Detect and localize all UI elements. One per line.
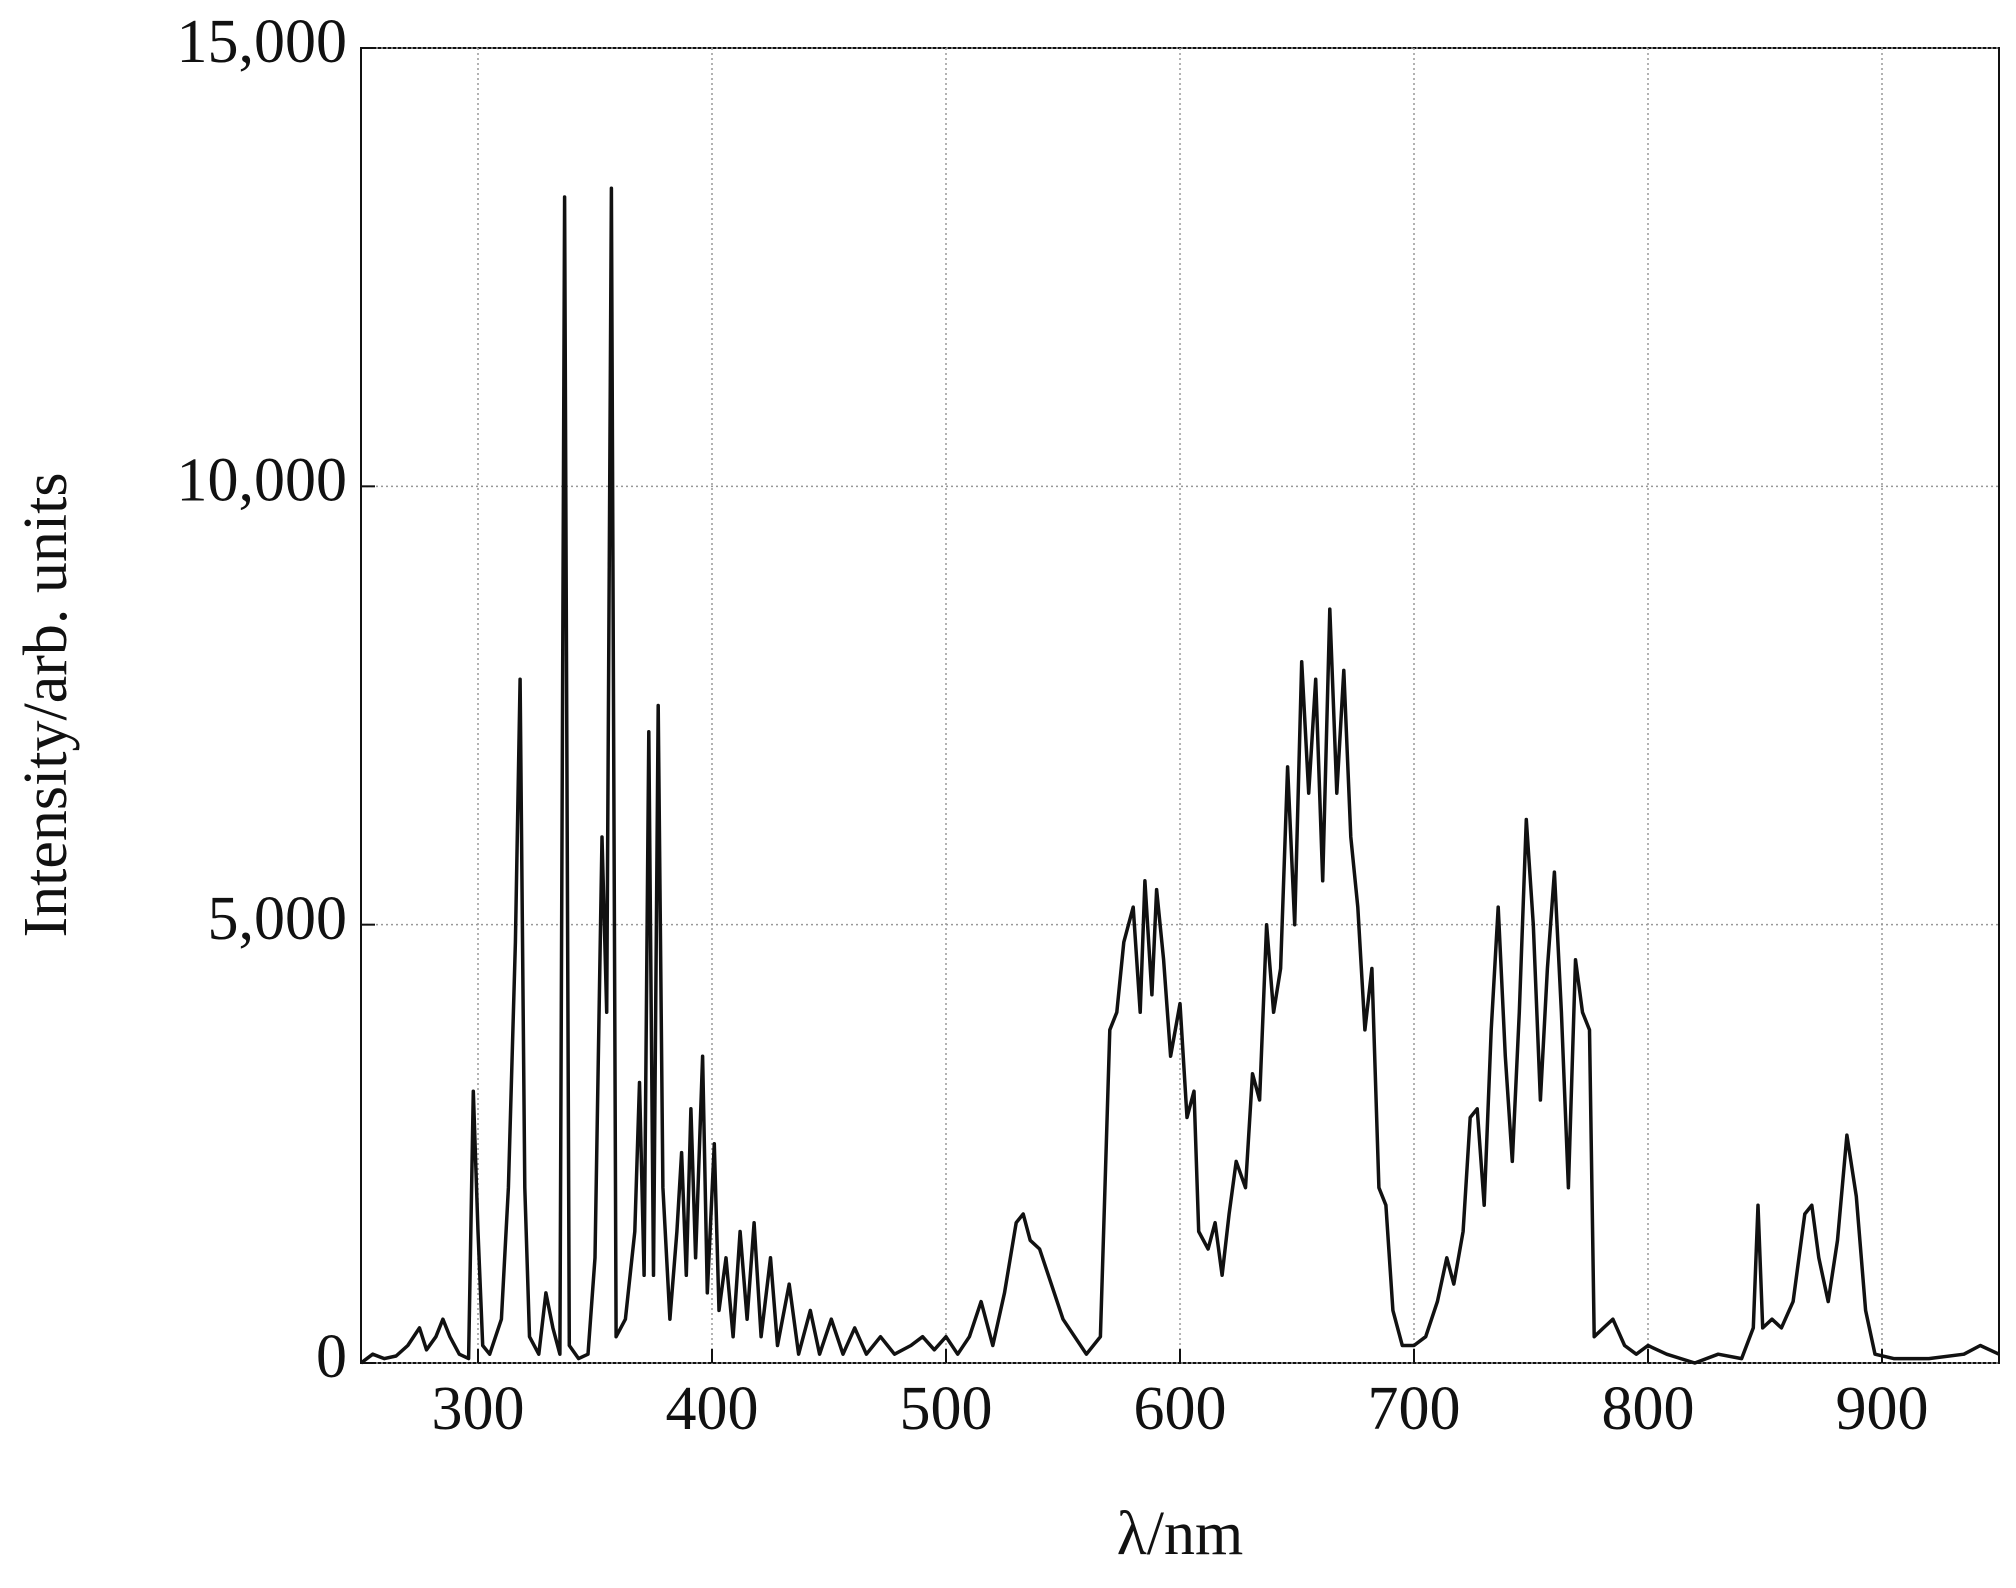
- x-tick-label: 300: [432, 1375, 525, 1443]
- y-tick-label: 0: [316, 1323, 347, 1391]
- spectrum-line: [359, 186, 2000, 1365]
- x-tick-label: 900: [1836, 1375, 1929, 1443]
- x-tick-label: 700: [1368, 1375, 1461, 1443]
- x-tick-label: 400: [666, 1375, 759, 1443]
- x-tick-label: 600: [1134, 1375, 1227, 1443]
- y-axis-label: Intensity/arb. units: [12, 473, 80, 938]
- x-tick-label: 800: [1602, 1375, 1695, 1443]
- y-tick-label: 10,000: [177, 447, 348, 515]
- x-axis-label: λ/nm: [1117, 1500, 1244, 1568]
- y-tick-label: 5,000: [208, 885, 348, 953]
- x-tick-label: 500: [900, 1375, 993, 1443]
- y-tick-label: 15,000: [177, 8, 348, 76]
